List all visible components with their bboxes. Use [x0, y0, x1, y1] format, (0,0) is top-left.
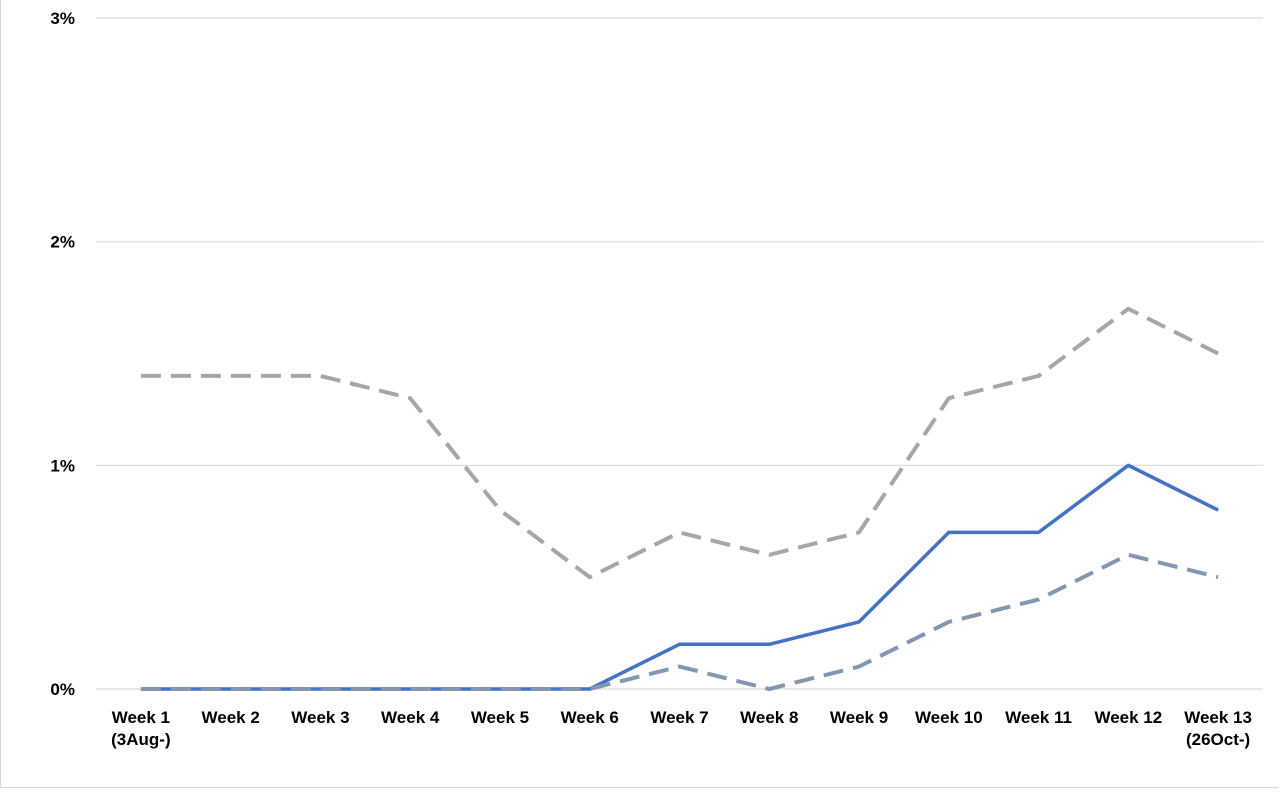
series-line-lower — [140, 552, 1219, 691]
y-tick-label: 3% — [50, 9, 75, 28]
y-tick-label: 0% — [50, 680, 75, 699]
x-tick-label: Week 3 — [291, 708, 349, 727]
x-tick-label: Week 13 (26Oct-) — [1184, 708, 1252, 749]
y-tick-label: 1% — [50, 456, 75, 475]
x-tick-label: Week 11 — [1005, 708, 1072, 727]
x-tick-label: Week 9 — [830, 708, 888, 727]
x-tick-label: Week 6 — [561, 708, 619, 727]
x-tick-label: Week 12 — [1094, 708, 1162, 727]
x-tick-label: Week 1 (3Aug-) — [111, 708, 170, 749]
x-tick-label: Week 8 — [740, 708, 798, 727]
x-tick-label: Week 2 — [202, 708, 260, 727]
x-tick-label: Week 7 — [650, 708, 708, 727]
x-tick-label: Week 4 — [381, 708, 440, 727]
y-axis-tick-labels: 0% 1% 2% 3% — [50, 9, 75, 699]
series-lines — [140, 306, 1219, 691]
series-line-estimate — [140, 463, 1219, 691]
x-axis-tick-labels: Week 1 (3Aug-) Week 2 Week 3 Week 4 Week 5 Wee… — [111, 708, 1252, 749]
gridlines — [96, 17, 1263, 690]
x-tick-label: Week 5 — [471, 708, 529, 727]
x-tick-label: Week 10 — [915, 708, 983, 727]
series-line-upper — [140, 306, 1219, 580]
y-tick-label: 2% — [50, 233, 75, 252]
